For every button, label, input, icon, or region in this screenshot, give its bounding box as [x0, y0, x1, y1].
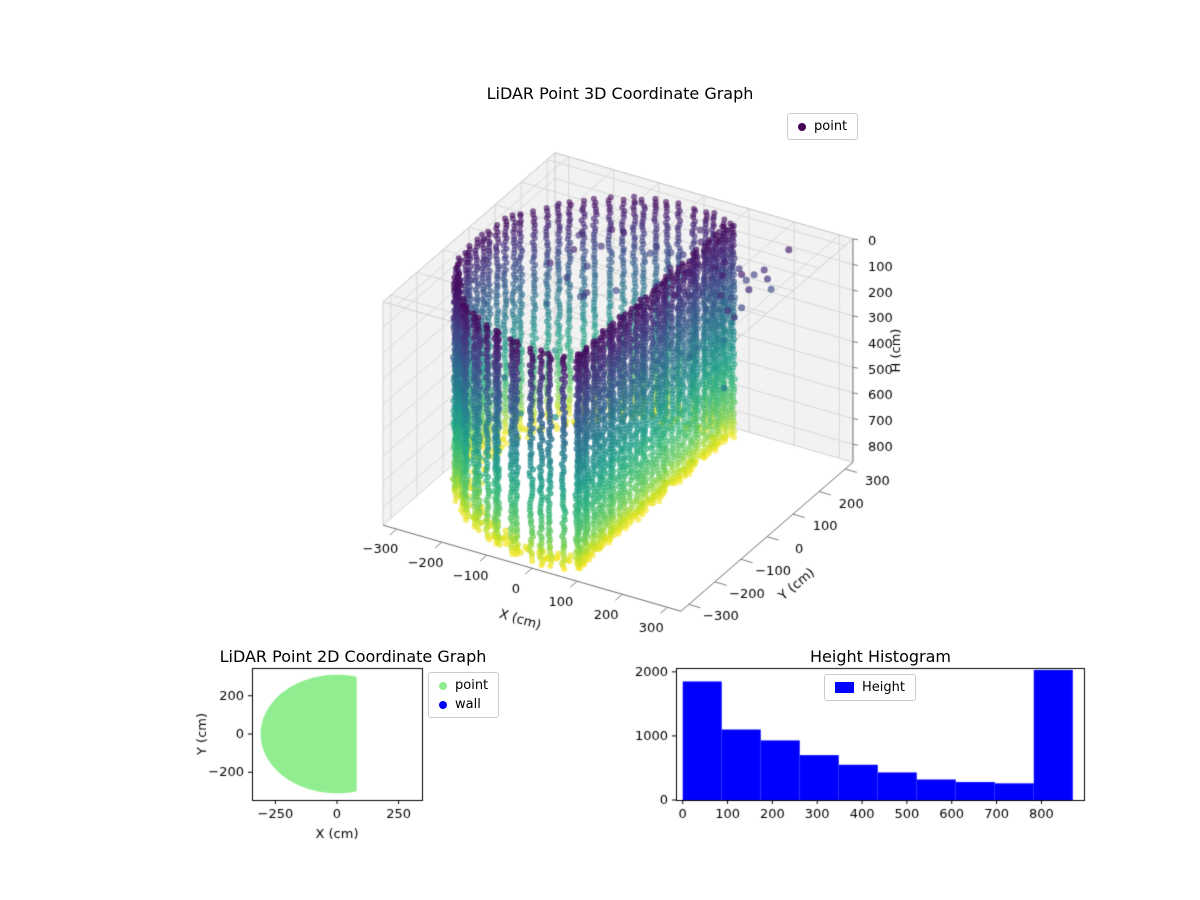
- legend-entry-point: point: [439, 677, 488, 694]
- legend-label-wall: wall: [455, 697, 481, 712]
- legend-label-height: Height: [862, 680, 905, 695]
- legend-label-point: point: [814, 119, 848, 134]
- legend-entry-point: point: [798, 118, 847, 135]
- point-marker-icon: [798, 122, 806, 131]
- legend-entry-height: Height: [835, 679, 905, 696]
- point-marker-icon: [439, 681, 447, 690]
- legend-entry-wall: wall: [439, 696, 488, 713]
- plot3d-legend: point: [787, 113, 859, 140]
- histogram-title: Height Histogram: [810, 647, 951, 666]
- histogram-legend: Height: [824, 674, 916, 701]
- plot2d-title: LiDAR Point 2D Coordinate Graph: [219, 647, 487, 666]
- wall-marker-icon: [439, 700, 447, 709]
- plot3d-title: LiDAR Point 3D Coordinate Graph: [486, 84, 754, 103]
- plot2d-legend: point wall: [428, 672, 500, 718]
- legend-label-point: point: [455, 678, 489, 693]
- height-patch-icon: [835, 682, 854, 693]
